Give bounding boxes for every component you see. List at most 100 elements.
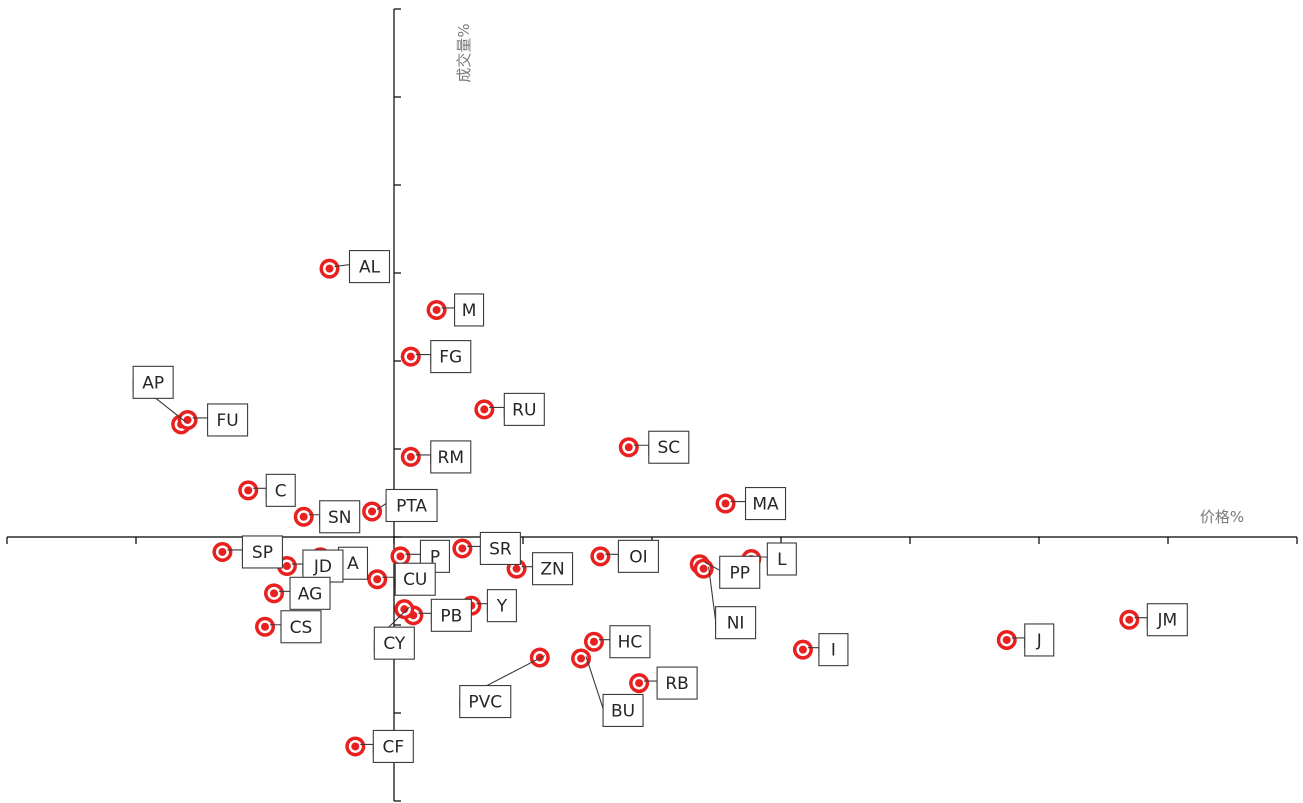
- data-label: PVC: [459, 655, 546, 719]
- data-point: [400, 346, 421, 367]
- label-text: JD: [313, 557, 332, 577]
- point-marker-center: [270, 589, 279, 598]
- y-axis-ticks: [394, 8, 401, 802]
- data-label: SC: [633, 430, 690, 464]
- label-text: CY: [383, 634, 406, 654]
- label-box: [132, 365, 174, 399]
- label-box: [531, 552, 574, 586]
- label-text: SR: [489, 539, 512, 559]
- label-leader: [585, 656, 604, 719]
- point-marker-center: [577, 654, 586, 663]
- label-box: [479, 531, 521, 565]
- point-marker-center: [458, 544, 467, 553]
- axes: [6, 8, 1298, 802]
- point-marker-center: [299, 512, 308, 521]
- label-text: PTA: [396, 496, 427, 516]
- data-point: [715, 493, 736, 514]
- label-text: L: [777, 550, 787, 570]
- point-marker-center: [596, 552, 605, 561]
- label-box: [766, 542, 797, 576]
- data-label: PTA: [376, 488, 438, 523]
- label-box: [430, 440, 472, 474]
- label-text: NI: [727, 614, 745, 634]
- label-box: [1146, 603, 1188, 637]
- data-label: FG: [415, 340, 472, 374]
- data-label: L: [756, 542, 797, 576]
- point-marker-center: [282, 562, 291, 571]
- data-point: [293, 506, 314, 527]
- data-point: [590, 546, 611, 567]
- label-text: SP: [252, 543, 273, 563]
- label-box: [744, 487, 787, 521]
- data-point: [345, 736, 366, 757]
- data-point: [693, 558, 714, 579]
- data-label: SN: [308, 500, 361, 534]
- label-box: [372, 729, 414, 763]
- point-marker-center: [351, 742, 360, 751]
- label-text: A: [347, 554, 359, 574]
- label-text: RB: [665, 674, 688, 694]
- label-box: [430, 340, 472, 374]
- data-label: AL: [334, 250, 391, 284]
- point-marker-center: [1002, 635, 1011, 644]
- point-marker-center: [325, 264, 334, 273]
- point-marker-center: [218, 547, 227, 556]
- data-label: CY: [373, 606, 415, 660]
- label-text: ZN: [540, 560, 564, 580]
- label-text: PVC: [468, 693, 502, 713]
- data-label: Y: [476, 589, 517, 623]
- label-text: PB: [440, 606, 462, 626]
- label-box: [656, 666, 698, 700]
- label-text: RM: [438, 448, 464, 468]
- data-point: [1119, 609, 1140, 630]
- point-marker-center: [589, 637, 598, 646]
- label-box: [459, 685, 512, 719]
- label-box: [348, 250, 391, 284]
- label-text: C: [275, 481, 287, 501]
- data-point: [996, 629, 1017, 650]
- label-box: [715, 606, 757, 640]
- data-label: RU: [489, 392, 545, 426]
- point-marker-center: [512, 564, 521, 573]
- label-box: [454, 293, 485, 327]
- point-marker-center: [1125, 615, 1134, 624]
- data-label: OI: [605, 539, 659, 573]
- data-point: [212, 541, 233, 562]
- label-text: M: [462, 301, 477, 321]
- label-text: J: [1036, 631, 1042, 651]
- data-label: J: [1011, 623, 1055, 657]
- point-marker-center: [406, 452, 415, 461]
- point-marker-center: [699, 564, 708, 573]
- data-label: SR: [467, 531, 521, 565]
- label-text: BU: [611, 701, 635, 721]
- data-label: AG: [279, 576, 331, 610]
- point-marker-center: [400, 605, 409, 614]
- data-label: NI: [708, 566, 757, 640]
- label-box: [1024, 623, 1055, 657]
- data-label: RM: [415, 440, 472, 474]
- label-text: AG: [298, 584, 323, 604]
- data-label: PB: [418, 598, 472, 632]
- point-marker-center: [635, 679, 644, 688]
- label-text: MA: [752, 495, 779, 515]
- data-label: JM: [1134, 603, 1188, 637]
- label-box: [207, 403, 249, 437]
- label-box: [385, 488, 438, 523]
- label-box: [503, 392, 545, 426]
- point-marker-center: [373, 575, 382, 584]
- data-label: PP: [704, 555, 761, 589]
- data-labels: AL M FG AP FU RU SC RM C MA SN PTA A SP JD P SR ZN OI L PP NI…: [132, 250, 1188, 763]
- label-text: PP: [729, 563, 750, 583]
- data-point: [394, 599, 415, 620]
- data-point: [426, 299, 447, 320]
- point-marker-center: [721, 499, 730, 508]
- point-marker-center: [624, 443, 633, 452]
- point-marker-center: [244, 486, 253, 495]
- point-marker-center: [406, 352, 415, 361]
- data-label: JD: [291, 549, 344, 583]
- data-label: ZN: [521, 552, 574, 586]
- data-label: HC: [598, 625, 651, 659]
- label-text: AP: [142, 373, 164, 393]
- point-marker-center: [432, 305, 441, 314]
